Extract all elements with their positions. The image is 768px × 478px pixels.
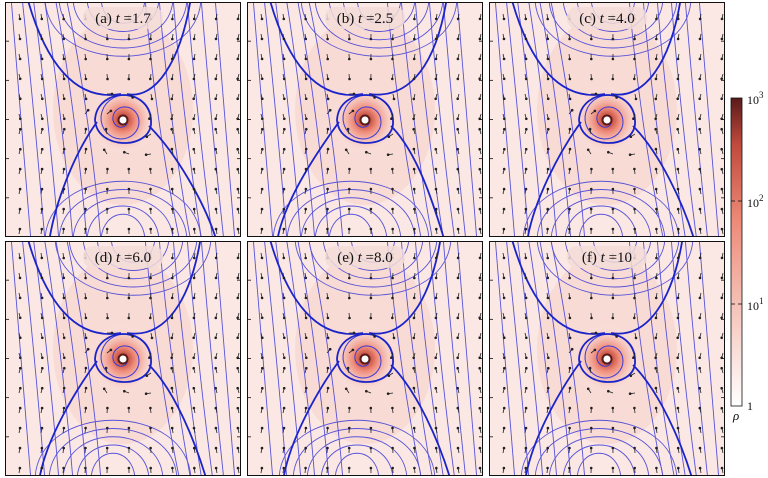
colorbar-symbol-rho: ρ [732, 408, 739, 423]
colorbar-tick-10: 101 [747, 296, 764, 313]
panel-label-b: (b) t =2.5 [325, 7, 405, 29]
colorbar-tick-1000: 103 [747, 90, 764, 107]
panel-e: (e) t =8.0 [247, 241, 483, 476]
separatrix-lines [27, 2, 217, 237]
spiral-streamline [100, 333, 151, 379]
velocity-arrows [502, 252, 724, 474]
panel-c: (c) t =4.0 [489, 2, 725, 237]
sink-center [359, 114, 371, 126]
panel-label-f: (f) t =10 [567, 246, 647, 268]
spiral-streamline [342, 94, 393, 140]
panel-label-e: (e) t =8.0 [325, 246, 405, 268]
sink-center [117, 353, 129, 365]
streamlines [252, 241, 478, 476]
velocity-arrows [260, 252, 482, 474]
panel-label-a: (a) t =1.7 [83, 7, 163, 29]
axis-ticks [489, 279, 725, 438]
svg-text:(c) t =4.0: (c) t =4.0 [579, 11, 635, 27]
velocity-arrows [18, 13, 240, 235]
sink-center [117, 114, 129, 126]
colorbar-tick-marks [731, 200, 742, 305]
axis-ticks [5, 40, 241, 199]
panel-a: (a) t =1.7 [5, 2, 241, 237]
svg-text:(a) t =1.7: (a) t =1.7 [95, 11, 151, 27]
panel-grid: (a) t =1.7 (b) t =2.5 (c) t =4.0 (d) t =6.0… [5, 2, 725, 476]
axis-ticks [247, 40, 483, 199]
panel-label-d: (d) t =6.0 [83, 246, 163, 268]
spiral-streamline [584, 333, 635, 379]
velocity-arrows [18, 252, 240, 474]
density-colorbar: 103 102 101 1 ρ [730, 90, 764, 423]
svg-text:(e) t =8.0: (e) t =8.0 [337, 250, 393, 266]
sink-center [601, 114, 613, 126]
velocity-arrows [260, 13, 482, 235]
sink-center [359, 353, 371, 365]
panel-b: (b) t =2.5 [247, 2, 483, 237]
colorbar-tick-1: 1 [747, 399, 753, 413]
svg-text:(b) t =2.5: (b) t =2.5 [337, 11, 393, 27]
svg-text:(d) t =6.0: (d) t =6.0 [95, 250, 151, 266]
colorbar-gradient [730, 97, 743, 407]
separatrix-lines [511, 2, 695, 237]
spiral-streamline [342, 333, 393, 379]
panel-label-c: (c) t =4.0 [567, 7, 647, 29]
separatrix-lines [269, 2, 448, 237]
spiral-streamline [100, 94, 151, 140]
svg-text:(f) t =10: (f) t =10 [582, 250, 632, 266]
axis-ticks [5, 279, 241, 438]
panel-f: (f) t =10 [489, 241, 725, 476]
colorbar-tick-100: 102 [747, 193, 764, 210]
axis-ticks [489, 40, 725, 199]
spiral-streamline [584, 94, 635, 140]
panel-d: (d) t =6.0 [5, 241, 241, 476]
sink-center [601, 353, 613, 365]
axis-ticks [247, 279, 483, 438]
